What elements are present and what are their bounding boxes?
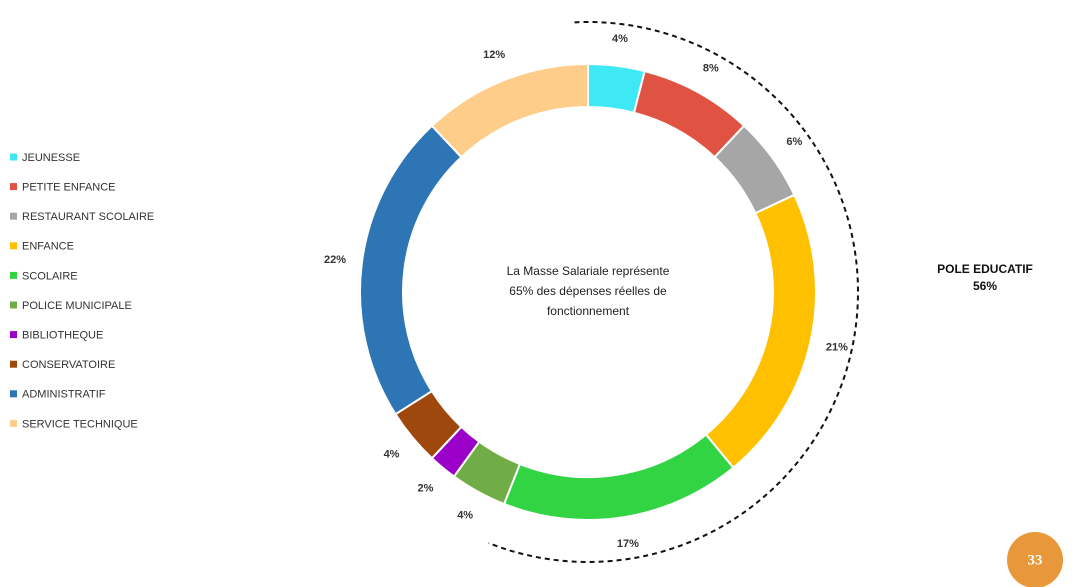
legend-marker: [10, 153, 17, 161]
group-arc: [488, 21, 859, 563]
center-text: 65% des dépenses réelles de: [509, 284, 667, 298]
data-label: 2%: [418, 482, 434, 494]
legend-label: POLICE MUNICIPALE: [22, 300, 132, 312]
center-text: fonctionnement: [547, 304, 630, 318]
legend-label: RESTAURANT SCOLAIRE: [22, 211, 154, 223]
legend-marker: [10, 271, 17, 279]
legend-marker: [10, 390, 17, 398]
donut-segment: [502, 433, 735, 521]
donut-segment: [704, 193, 818, 470]
legend-label: SCOLAIRE: [22, 270, 78, 282]
data-label: 4%: [384, 448, 400, 460]
legend-marker: [10, 360, 17, 368]
data-label: 4%: [612, 33, 628, 45]
legend-label: CONSERVATOIRE: [22, 359, 115, 371]
page-number: 33: [1028, 552, 1043, 568]
legend-marker: [10, 331, 17, 339]
legend-label: SERVICE TECHNIQUE: [22, 418, 138, 430]
data-label: 8%: [703, 62, 719, 74]
data-label: 22%: [324, 254, 346, 266]
legend-label: ADMINISTRATIF: [22, 389, 106, 401]
legend-marker: [10, 212, 17, 220]
center-text: La Masse Salariale représente: [507, 264, 670, 278]
data-label: 17%: [617, 538, 639, 550]
legend-marker: [10, 419, 17, 427]
data-label: 21%: [826, 342, 848, 354]
data-label: 12%: [483, 49, 505, 61]
legend-marker: [10, 183, 17, 191]
legend-label: BIBLIOTHEQUE: [22, 330, 103, 342]
annotation-title: POLE EDUCATIF: [937, 262, 1033, 276]
donut-segment: [430, 62, 589, 159]
donut-segment: [359, 124, 463, 416]
legend-label: PETITE ENFANCE: [22, 182, 116, 194]
data-label: 6%: [786, 136, 802, 148]
legend-marker: [10, 301, 17, 309]
page-badge: [1007, 532, 1063, 587]
annotation-label: 56%: [973, 279, 997, 293]
legend-marker: [10, 242, 17, 250]
data-label: 4%: [457, 509, 473, 521]
legend-label: ENFANCE: [22, 241, 74, 253]
legend-label: JEUNESSE: [22, 152, 80, 164]
